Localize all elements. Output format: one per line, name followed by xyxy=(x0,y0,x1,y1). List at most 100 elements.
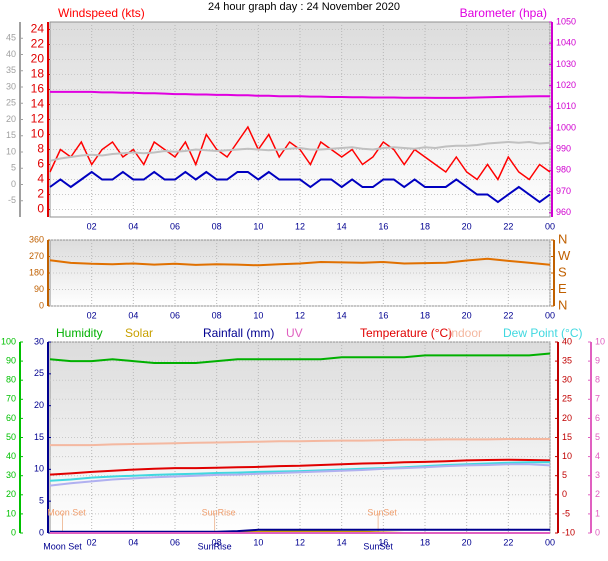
y-tick-label: 100 xyxy=(1,336,16,346)
y-tick-label: 0 xyxy=(595,527,600,537)
x-tick-label: 12 xyxy=(295,537,305,547)
y-tick-label: S xyxy=(558,264,567,279)
y-tick-label: 4 xyxy=(37,172,44,186)
x-tick-label: 18 xyxy=(420,310,430,320)
y-tick-label: 270 xyxy=(29,251,44,261)
x-tick-label: 02 xyxy=(87,537,97,547)
x-tick-label: 14 xyxy=(337,310,347,320)
y-tick-label: N xyxy=(558,297,567,312)
series-line xyxy=(49,461,550,482)
y-tick-label: -5 xyxy=(8,195,16,205)
x-tick-label: 00 xyxy=(545,310,555,320)
legend-label: Barometer (hpa) xyxy=(460,6,547,20)
series-line xyxy=(49,140,551,162)
y-tick-label: 5 xyxy=(39,496,44,506)
y-tick-label: 8 xyxy=(37,142,44,156)
y-tick-label: 1040 xyxy=(556,38,576,48)
x-tick-label: 06 xyxy=(170,221,180,231)
y-tick-label: 1010 xyxy=(556,101,576,111)
y-tick-label: 60 xyxy=(6,413,16,423)
y-tick-label: 90 xyxy=(34,284,44,294)
x-tick-label: 04 xyxy=(128,537,138,547)
y-tick-label: -5 xyxy=(562,508,570,518)
y-tick-label: 90 xyxy=(6,355,16,365)
y-tick-label: 9 xyxy=(595,355,600,365)
y-tick-label: -10 xyxy=(562,527,575,537)
series-line xyxy=(49,352,551,364)
x-tick-label: 20 xyxy=(462,310,472,320)
legend-label: Temperature (°C) xyxy=(360,326,452,340)
x-tick-label: 08 xyxy=(212,221,222,231)
annotation: Moon Set xyxy=(47,507,86,517)
y-tick-label: 40 xyxy=(562,336,572,346)
y-tick-label: 0 xyxy=(11,179,16,189)
x-tick-label: 08 xyxy=(212,310,222,320)
y-tick-label: 24 xyxy=(31,22,45,36)
y-tick-label: 4 xyxy=(595,451,600,461)
y-tick-label: 20 xyxy=(6,114,16,124)
y-tick-label: 16 xyxy=(31,82,45,96)
y-tick-label: 30 xyxy=(6,81,16,91)
x-tick-label: 22 xyxy=(503,537,513,547)
y-tick-label: 70 xyxy=(6,394,16,404)
series-line xyxy=(50,90,550,99)
y-tick-label: E xyxy=(558,281,567,296)
y-tick-label: 15 xyxy=(34,432,44,442)
y-tick-label: 970 xyxy=(556,186,571,196)
y-tick-label: 6 xyxy=(37,157,44,171)
y-tick-label: 960 xyxy=(556,207,571,217)
legend-label: Humidity xyxy=(56,326,103,340)
y-tick-label: 5 xyxy=(595,432,600,442)
y-tick-label: 980 xyxy=(556,165,571,175)
x-event-label: Moon Set xyxy=(43,541,82,551)
y-tick-label: 40 xyxy=(6,451,16,461)
y-tick-label: 360 xyxy=(29,234,44,244)
legend-label: Rainfall (mm) xyxy=(203,326,274,340)
y-tick-label: 15 xyxy=(562,432,572,442)
x-tick-label: 20 xyxy=(462,537,472,547)
y-tick-label: 40 xyxy=(6,49,16,59)
y-tick-label: 0 xyxy=(37,202,44,216)
y-tick-label: 1050 xyxy=(556,16,576,26)
y-tick-label: 1020 xyxy=(556,80,576,90)
y-tick-label: 25 xyxy=(6,98,16,108)
x-tick-label: 12 xyxy=(295,221,305,231)
y-tick-label: 10 xyxy=(6,508,16,518)
y-tick-label: W xyxy=(558,248,571,263)
y-tick-label: 7 xyxy=(595,394,600,404)
y-tick-label: 35 xyxy=(6,65,16,75)
series-line xyxy=(49,463,551,487)
legend-label: Solar xyxy=(125,326,153,340)
x-tick-label: 04 xyxy=(128,310,138,320)
series-line xyxy=(49,257,551,267)
x-tick-label: 08 xyxy=(212,537,222,547)
page-title: 24 hour graph day : 24 November 2020 xyxy=(208,1,400,13)
y-tick-label: 1000 xyxy=(556,122,576,132)
x-tick-label: 14 xyxy=(337,221,347,231)
y-tick-label: 15 xyxy=(6,130,16,140)
y-tick-label: 25 xyxy=(562,394,572,404)
y-tick-label: 5 xyxy=(11,163,16,173)
y-tick-label: 20 xyxy=(34,400,44,410)
x-tick-label: 12 xyxy=(295,310,305,320)
y-tick-label: 1 xyxy=(595,508,600,518)
x-tick-label: 10 xyxy=(253,221,263,231)
y-tick-label: 0 xyxy=(11,527,16,537)
x-tick-label: 10 xyxy=(253,310,263,320)
y-tick-label: 22 xyxy=(31,37,45,51)
y-tick-label: 1030 xyxy=(556,59,576,69)
y-tick-label: 6 xyxy=(595,413,600,423)
y-tick-label: 10 xyxy=(34,464,44,474)
y-tick-label: 45 xyxy=(6,33,16,43)
series-line xyxy=(49,125,551,182)
y-tick-label: 10 xyxy=(595,336,605,346)
x-tick-label: 02 xyxy=(87,310,97,320)
y-tick-label: 20 xyxy=(562,413,572,423)
y-tick-label: 990 xyxy=(556,144,571,154)
y-tick-label: 30 xyxy=(562,375,572,385)
y-tick-label: 25 xyxy=(34,368,44,378)
x-tick-label: 00 xyxy=(545,537,555,547)
y-tick-label: 0 xyxy=(562,489,567,499)
y-tick-label: 0 xyxy=(39,300,44,310)
series-line xyxy=(49,458,551,476)
